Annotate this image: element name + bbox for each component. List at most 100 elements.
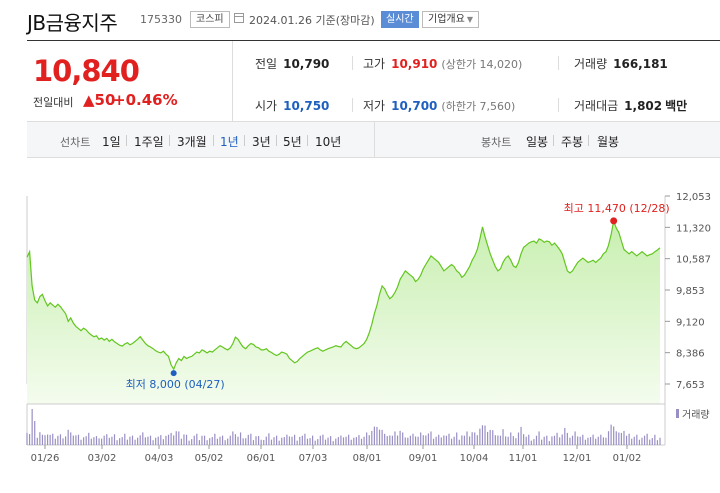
period-5y[interactable]: 5년 bbox=[283, 135, 302, 149]
company-info-dropdown[interactable]: 기업개요 ▼ bbox=[422, 11, 479, 28]
volume-bar bbox=[85, 436, 87, 445]
day-high: 고가 10,910 (상한가 14,020) bbox=[363, 55, 522, 72]
volume-bar bbox=[185, 434, 188, 445]
volume-bar bbox=[106, 434, 108, 445]
volume-bar bbox=[445, 435, 448, 445]
volume-bar bbox=[245, 438, 247, 445]
candle-monthly[interactable]: 월봉 bbox=[597, 135, 620, 149]
volume-bar bbox=[476, 435, 478, 445]
volume-bar bbox=[139, 435, 141, 445]
period-10y[interactable]: 10년 bbox=[315, 135, 342, 149]
volume-bar bbox=[420, 432, 422, 445]
volume-bar bbox=[625, 435, 628, 445]
volume-bar bbox=[144, 437, 146, 445]
volume-bar bbox=[93, 437, 95, 445]
amount-value: 1,802 bbox=[624, 99, 663, 113]
min-point bbox=[170, 370, 177, 377]
volume-bar bbox=[605, 437, 607, 445]
volume-bar bbox=[510, 432, 512, 445]
chart-period-bar: 선차트 1일 1주일 3개월 1년 3년 5년 10년 봉차트 일봉 주봉 월봉 bbox=[27, 122, 720, 158]
separator bbox=[126, 135, 127, 146]
volume-bar bbox=[443, 435, 445, 445]
volume-bar bbox=[108, 437, 110, 445]
volume-bar bbox=[337, 437, 339, 445]
volume-bar bbox=[255, 436, 257, 445]
volume-bar bbox=[327, 437, 329, 445]
period-1d[interactable]: 1일 bbox=[102, 135, 121, 149]
volume-bar bbox=[137, 437, 139, 445]
max-label: 최고 11,470 (12/28) bbox=[564, 202, 670, 215]
volume-bar bbox=[559, 437, 561, 445]
volume-bar bbox=[363, 436, 365, 445]
period-3y[interactable]: 3년 bbox=[252, 135, 271, 149]
volume-bar bbox=[492, 430, 494, 445]
volume-bar bbox=[553, 435, 556, 445]
low-value: 10,700 bbox=[391, 99, 438, 113]
period-1w[interactable]: 1주일 bbox=[134, 135, 164, 149]
volume-bar bbox=[409, 435, 412, 445]
volume-bar bbox=[479, 428, 481, 445]
volume-bar bbox=[330, 436, 332, 445]
volume-bar bbox=[345, 436, 347, 445]
volume-bar bbox=[62, 438, 64, 445]
volume-bar bbox=[432, 438, 435, 445]
volume-bar bbox=[595, 438, 597, 445]
trade-amount: 거래대금 1,802 백만 bbox=[574, 97, 687, 114]
volume-label: 거래량 bbox=[574, 57, 608, 71]
volume-bar bbox=[70, 432, 72, 445]
price-line bbox=[26, 218, 661, 371]
volume-bar bbox=[396, 435, 399, 445]
open-label: 시가 bbox=[255, 99, 278, 113]
volume-bar bbox=[299, 436, 301, 445]
volume-bar bbox=[77, 434, 80, 445]
price-chart[interactable]: 12,053 11,320 10,587 9,853 9,120 8,386 7,653 최… bbox=[0, 158, 720, 489]
volume-bar bbox=[484, 425, 486, 445]
volume-bar bbox=[427, 433, 430, 445]
volume-bar bbox=[64, 436, 67, 445]
volume-bar bbox=[54, 438, 56, 445]
divider bbox=[558, 98, 559, 112]
volume-bar bbox=[523, 434, 525, 445]
volume-bar bbox=[481, 425, 484, 445]
y-tick-label: 9,120 bbox=[676, 317, 705, 328]
stock-name[interactable]: JB금융지주 bbox=[27, 11, 118, 35]
volume-bar bbox=[348, 434, 350, 445]
volume-bar bbox=[386, 436, 388, 445]
volume-bar bbox=[471, 432, 473, 445]
x-tick-label: 12/01 bbox=[563, 453, 592, 464]
volume-bar bbox=[366, 432, 368, 445]
volume-bar bbox=[216, 438, 219, 445]
volume-bar bbox=[569, 437, 571, 445]
volume-bar bbox=[378, 429, 381, 445]
period-3m[interactable]: 3개월 bbox=[177, 135, 207, 149]
open-price: 시가 10,750 bbox=[255, 97, 329, 114]
volume-bar bbox=[371, 430, 373, 445]
quote-date: 2024.01.26 기준(장마감) bbox=[249, 14, 375, 27]
volume-bar bbox=[312, 435, 314, 445]
candle-daily[interactable]: 일봉 bbox=[526, 135, 549, 149]
volume-bar bbox=[157, 436, 159, 445]
volume-bar bbox=[520, 426, 522, 445]
volume-bar bbox=[111, 436, 113, 445]
realtime-button[interactable]: 실시간 bbox=[381, 11, 419, 28]
volume-bar bbox=[602, 437, 604, 445]
volume-bar bbox=[134, 439, 136, 445]
volume-bar bbox=[618, 432, 620, 445]
volume-bar bbox=[296, 440, 298, 445]
prev-close-label: 전일 bbox=[255, 57, 278, 71]
candle-weekly[interactable]: 주봉 bbox=[561, 135, 584, 149]
open-value: 10,750 bbox=[283, 99, 330, 113]
volume-bar bbox=[129, 436, 131, 445]
period-1y[interactable]: 1년 bbox=[220, 135, 239, 149]
y-tick-label: 8,386 bbox=[676, 349, 705, 360]
x-tick-label: 07/03 bbox=[299, 453, 328, 464]
volume-bar bbox=[360, 438, 363, 445]
volume-bar bbox=[237, 436, 239, 445]
volume-bar bbox=[83, 437, 85, 445]
volume-bar bbox=[468, 436, 471, 445]
volume-bar bbox=[46, 434, 49, 445]
volume-bar bbox=[49, 434, 51, 445]
volume-bar bbox=[394, 431, 396, 445]
volume-bar bbox=[636, 434, 638, 445]
volume-bar bbox=[101, 438, 103, 445]
